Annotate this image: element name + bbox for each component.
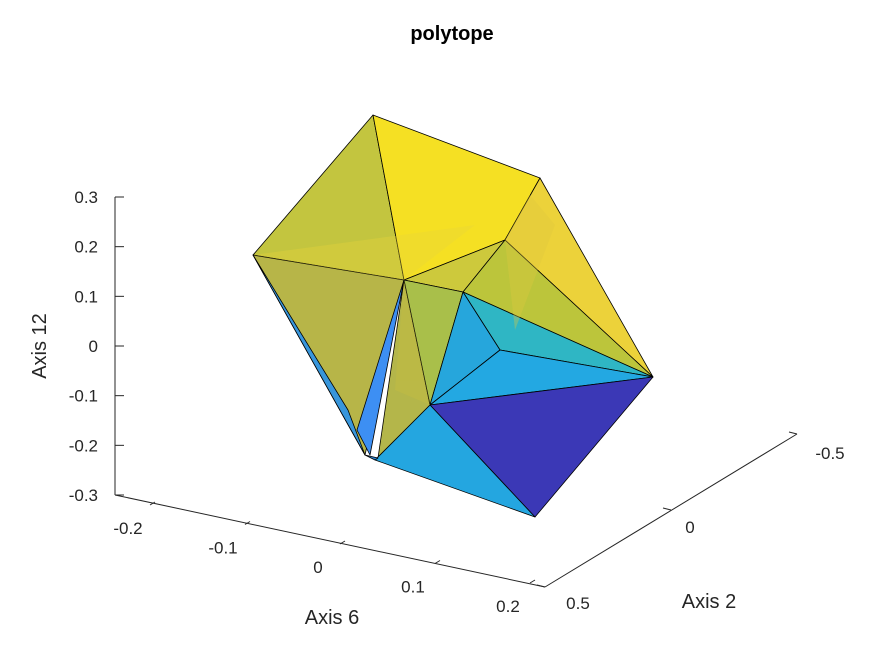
x-tick-mark bbox=[244, 521, 251, 525]
y-axis-label: Axis 2 bbox=[682, 591, 736, 613]
x-tick-mark bbox=[434, 560, 441, 564]
z-axis-label: Axis 12 bbox=[29, 313, 51, 379]
ticks: -0.3 -0.2 -0.1 0 0.1 0.2 0.3 -0.2 -0.1 0 0.1 0.2 -0.… bbox=[69, 188, 845, 616]
x-tick-mark bbox=[529, 579, 536, 584]
face-left-cyan bbox=[252, 254, 366, 456]
z-tick-label: 0.3 bbox=[74, 188, 98, 207]
z-tick-label: 0.2 bbox=[74, 238, 98, 257]
face-blue bbox=[356, 279, 405, 456]
y-tick-mark bbox=[788, 431, 798, 435]
y-tick-label: 0.5 bbox=[566, 594, 590, 613]
y-tick-mark bbox=[536, 584, 546, 588]
overlay-facet-2 bbox=[505, 195, 555, 330]
y-tick-label: 0 bbox=[685, 518, 694, 537]
overlay-facet-3 bbox=[395, 280, 430, 405]
y-tick-label: -0.5 bbox=[815, 444, 844, 463]
z-tick-label: -0.1 bbox=[69, 387, 98, 406]
x-axis-label: Axis 6 bbox=[305, 607, 359, 629]
face-left-edge bbox=[364, 454, 379, 461]
z-tick-label: -0.2 bbox=[69, 436, 98, 455]
z-tick-label: -0.3 bbox=[69, 486, 98, 505]
x-tick-label: -0.2 bbox=[113, 519, 142, 538]
overlay-facet-1 bbox=[253, 225, 475, 280]
polytope bbox=[252, 114, 654, 518]
polytope-overlay bbox=[253, 195, 555, 405]
face-cyan-bottom bbox=[374, 404, 536, 518]
x-tick-mark bbox=[339, 540, 346, 545]
x-tick-label: 0.1 bbox=[401, 578, 425, 597]
x-tick-label: 0 bbox=[313, 558, 322, 577]
z-tick-label: 0 bbox=[89, 337, 98, 356]
y-axis-line bbox=[544, 433, 798, 588]
x-tick-label: 0.2 bbox=[496, 597, 520, 616]
x-axis-line bbox=[114, 494, 546, 588]
y-tick-mark bbox=[662, 507, 672, 511]
z-tick-label: 0.1 bbox=[74, 287, 98, 306]
x-tick-mark bbox=[149, 501, 156, 506]
chart-title: polytope bbox=[410, 23, 493, 45]
x-tick-label: -0.1 bbox=[208, 539, 237, 558]
